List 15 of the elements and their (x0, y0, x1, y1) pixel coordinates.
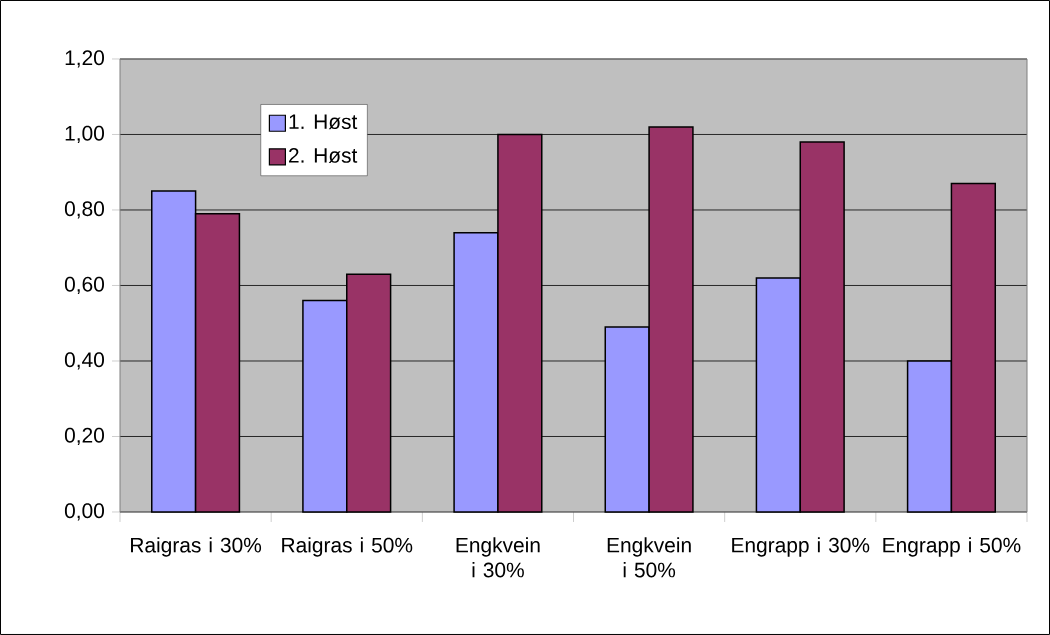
x-tick-label: Engrapp i 30% (732, 537, 870, 557)
y-tick-label: 1,00 (65, 125, 105, 144)
y-tick-label: 0,00 (64, 503, 105, 521)
x-tick-label: Engrapp i 50% (883, 537, 1021, 557)
legend-label: 1. Høst (289, 114, 358, 130)
x-tick-label: Raigras i 30% (131, 537, 262, 557)
x-tick-label: Engkvein i 50% (607, 537, 691, 578)
legend-label: 2. Høst (289, 147, 358, 163)
y-tick-label: 1,20 (65, 50, 105, 68)
y-tick-label: 0,20 (64, 427, 105, 446)
y-tick-label: 0,60 (64, 276, 105, 295)
y-tick-label: 0,80 (64, 201, 105, 219)
x-tick-label: Raigras i 50% (282, 537, 413, 557)
x-tick-label: Engkvein i 30% (456, 537, 540, 578)
y-tick-label: 0,40 (64, 352, 105, 370)
